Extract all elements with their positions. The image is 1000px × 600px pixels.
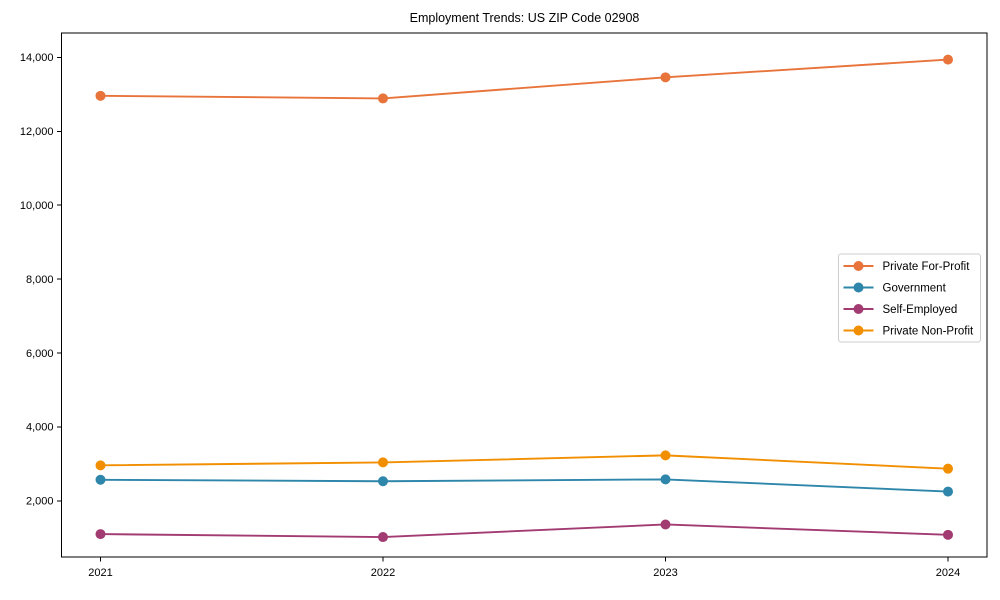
series-line-private-for-profit xyxy=(99,58,949,100)
y-axis-tick-label: 14,000 xyxy=(20,52,54,64)
legend-marker-private-for-profit xyxy=(853,261,864,271)
legend-marker-government xyxy=(853,282,864,293)
y-axis-tick-label: 10,000 xyxy=(20,200,54,212)
legend-entry-self-employed: Self-Employed xyxy=(843,304,958,316)
y-axis-tick-label: 2,000 xyxy=(26,496,54,508)
y-axis-tick-label: 6,000 xyxy=(26,348,54,360)
x-axis-tick-label: 2024 xyxy=(936,567,960,579)
data-point-private-for-profit-2024 xyxy=(943,54,953,65)
legend-marker-self-employed xyxy=(853,304,864,314)
legend-entry-private-for-profit: Private For-Profit xyxy=(843,261,971,273)
legend-label-self-employed: Self-Employed xyxy=(883,304,958,316)
chart-title: Employment Trends: US ZIP Code 02908 xyxy=(409,11,640,25)
legend-marker-private-non-profit xyxy=(853,325,864,336)
y-axis-tick-label: 12,000 xyxy=(20,126,54,138)
data-point-self-employed-2021 xyxy=(95,529,106,540)
data-point-government-2024 xyxy=(943,486,953,497)
data-point-private-for-profit-2021 xyxy=(95,90,106,101)
series-line-private-non-profit xyxy=(99,454,949,470)
data-point-self-employed-2024 xyxy=(943,529,953,540)
data-point-private-non-profit-2023 xyxy=(660,450,671,461)
series-line-government xyxy=(99,478,949,493)
data-point-government-2022 xyxy=(378,476,388,487)
data-point-self-employed-2023 xyxy=(660,519,671,530)
data-point-private-non-profit-2021 xyxy=(95,460,106,471)
y-axis-tick-label: 4,000 xyxy=(26,422,54,434)
legend-label-government: Government xyxy=(883,283,947,295)
series-line-self-employed xyxy=(99,523,949,538)
x-axis-tick-label: 2023 xyxy=(653,567,677,579)
legend-label-private-non-profit: Private Non-Profit xyxy=(883,326,975,338)
legend-label-private-for-profit: Private For-Profit xyxy=(883,261,971,273)
legend-entry-private-non-profit: Private Non-Profit xyxy=(843,325,975,338)
data-point-self-employed-2022 xyxy=(378,532,388,543)
data-point-government-2023 xyxy=(660,474,671,485)
data-point-private-non-profit-2022 xyxy=(378,457,388,468)
data-point-private-for-profit-2022 xyxy=(378,93,388,104)
legend-entry-government: Government xyxy=(843,282,947,295)
data-point-private-non-profit-2024 xyxy=(943,463,953,474)
legend-box xyxy=(838,253,981,343)
data-point-private-for-profit-2023 xyxy=(660,72,671,83)
legend: Private For-Profit Government Self-Employe… xyxy=(838,253,981,343)
data-point-government-2021 xyxy=(95,474,106,485)
x-axis-tick-label: 2021 xyxy=(88,567,112,579)
x-axis-tick-label: 2022 xyxy=(371,567,395,579)
y-axis-tick-label: 8,000 xyxy=(26,274,54,286)
plot-area-border xyxy=(61,32,988,558)
